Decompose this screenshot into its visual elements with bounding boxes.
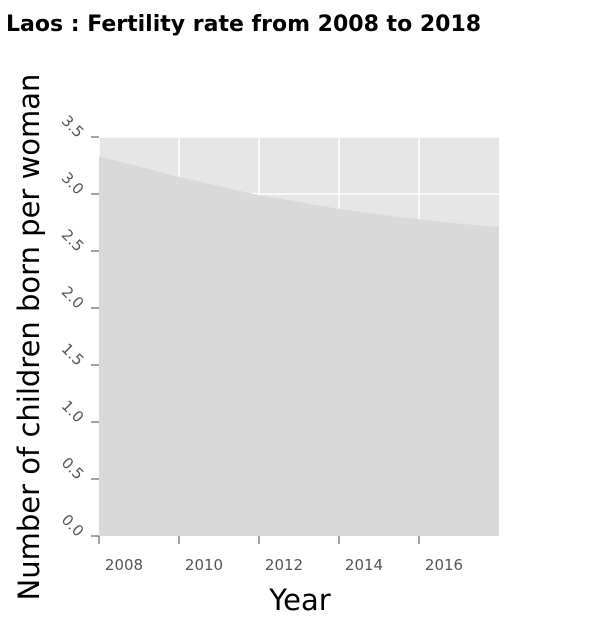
y-tick-label: 2.0	[58, 283, 88, 313]
y-tick-label: 1.5	[58, 340, 88, 370]
x-tick-label: 2010	[185, 556, 223, 574]
x-axis-label: Year	[268, 583, 330, 617]
y-axis-label: Number of children born per woman	[12, 74, 46, 601]
chart-title: Laos : Fertility rate from 2008 to 2018	[6, 12, 481, 37]
fertility-rate-area	[99, 156, 499, 536]
x-tick-label: 2012	[265, 556, 303, 574]
y-tick-label: 0.5	[58, 454, 88, 484]
x-tick-label: 2008	[105, 556, 143, 574]
x-tick-label: 2016	[425, 556, 463, 574]
x-tick-label: 2014	[345, 556, 383, 574]
y-tick-label: 3.0	[58, 169, 88, 199]
y-tick-label: 2.5	[58, 226, 88, 256]
y-tick-label: 3.5	[58, 112, 88, 142]
y-tick-label: 1.0	[58, 397, 88, 427]
y-tick-label: 0.0	[58, 511, 88, 541]
